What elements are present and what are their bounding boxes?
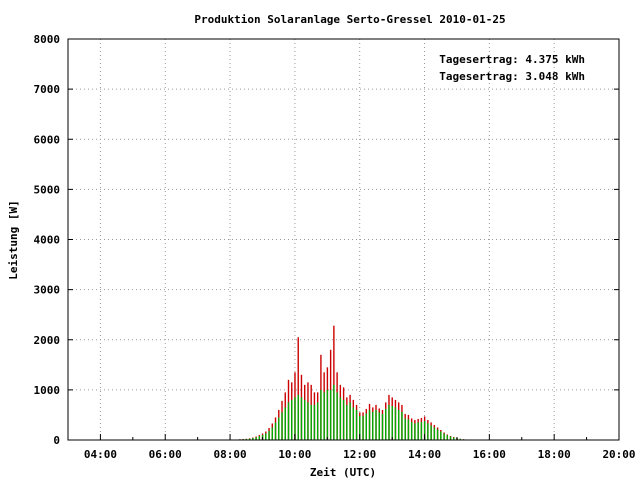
y-tick-label: 2000 bbox=[34, 334, 61, 347]
x-tick-label: 20:00 bbox=[602, 448, 635, 461]
bar-series-2 bbox=[281, 412, 283, 440]
bar-series-2 bbox=[248, 438, 251, 440]
bar-series-2 bbox=[401, 411, 403, 440]
bar-series-2 bbox=[304, 399, 306, 440]
bar-series-2 bbox=[307, 402, 309, 440]
bar-series-2 bbox=[427, 423, 429, 440]
x-tick-label: 16:00 bbox=[473, 448, 506, 461]
bars bbox=[235, 325, 481, 440]
bar-series-2 bbox=[378, 412, 380, 440]
bar-series-2 bbox=[278, 417, 280, 440]
y-tick-label: 5000 bbox=[34, 183, 61, 196]
bar-series-2 bbox=[385, 408, 387, 440]
bar-series-2 bbox=[453, 437, 455, 440]
bar-series-2 bbox=[323, 392, 325, 440]
x-tick-label: 12:00 bbox=[343, 448, 376, 461]
bar-series-2 bbox=[417, 422, 419, 440]
y-tick-label: 1000 bbox=[34, 384, 61, 397]
x-axis: 04:00 06:00 08:00 10:00 12:00 14:00 16:00 18:00… bbox=[67, 434, 636, 461]
y-tick-label: 6000 bbox=[34, 133, 61, 146]
x-tick-label: 08:00 bbox=[213, 448, 246, 461]
bar-series-2 bbox=[258, 435, 261, 440]
bar-series-2 bbox=[310, 404, 312, 440]
bar-series-2 bbox=[391, 405, 393, 440]
bar-series-2 bbox=[368, 409, 371, 440]
bar-series-2 bbox=[274, 422, 277, 440]
bar-series-1 bbox=[297, 337, 299, 440]
x-tick-label: 18:00 bbox=[538, 448, 571, 461]
y-axis: 0 1000 2000 3000 4000 5000 6000 7000 8000 bbox=[34, 33, 619, 447]
bar-series-2 bbox=[440, 431, 442, 440]
bar-series-2 bbox=[333, 384, 335, 440]
bar-series-2 bbox=[255, 437, 257, 440]
bar-series-2 bbox=[407, 419, 410, 440]
bar-series-2 bbox=[420, 421, 423, 440]
bar-series-2 bbox=[398, 409, 400, 440]
bar-series-1 bbox=[333, 325, 335, 440]
bar-series-2 bbox=[291, 399, 293, 440]
x-axis-label: Zeit (UTC) bbox=[310, 466, 376, 479]
bar-series-2 bbox=[320, 389, 322, 440]
chart-title: Produktion Solaranlage Serto-Gressel 201… bbox=[194, 13, 505, 26]
legend-series-2: Tagesertrag: 3.048 kWh bbox=[439, 70, 585, 83]
bar-series-2 bbox=[414, 423, 416, 440]
grid bbox=[68, 39, 619, 440]
y-tick-label: 7000 bbox=[34, 83, 61, 96]
bar-series-2 bbox=[362, 415, 364, 440]
bar-series-2 bbox=[459, 438, 461, 440]
bar-series-2 bbox=[271, 427, 273, 440]
bar-series-2 bbox=[394, 407, 397, 440]
x-tick-label: 04:00 bbox=[84, 448, 117, 461]
bar-series-2 bbox=[287, 402, 290, 440]
bar-series-2 bbox=[326, 389, 329, 440]
bar-series-2 bbox=[297, 394, 299, 440]
bar-series-2 bbox=[443, 433, 445, 440]
y-tick-label: 8000 bbox=[34, 33, 61, 46]
x-tick-label: 14:00 bbox=[408, 448, 441, 461]
bar-series-2 bbox=[381, 413, 384, 440]
y-tick-label: 0 bbox=[53, 434, 60, 447]
bar-series-2 bbox=[342, 399, 345, 440]
y-axis-label: Leistung [W] bbox=[7, 200, 20, 279]
bar-series-2 bbox=[265, 433, 267, 440]
bar-series-2 bbox=[252, 437, 254, 440]
bar-series-2 bbox=[423, 420, 426, 440]
bar-series-2 bbox=[329, 389, 332, 440]
y-tick-label: 3000 bbox=[34, 284, 61, 297]
bar-series-2 bbox=[349, 402, 351, 440]
bar-series-2 bbox=[410, 421, 413, 440]
bar-series-2 bbox=[268, 430, 270, 440]
x-tick-label: 10:00 bbox=[278, 448, 311, 461]
bar-series-2 bbox=[336, 392, 338, 440]
bar-series-2 bbox=[355, 409, 358, 440]
bar-series-2 bbox=[316, 402, 319, 440]
bar-series-2 bbox=[313, 404, 316, 440]
bar-series-2 bbox=[388, 404, 390, 440]
bar-series-2 bbox=[352, 407, 355, 440]
bar-series-2 bbox=[294, 397, 296, 440]
legend-series-1: Tagesertrag: 4.375 kWh bbox=[439, 53, 585, 66]
bar-series-2 bbox=[430, 425, 432, 440]
bar-series-2 bbox=[365, 413, 367, 440]
bar-series-2 bbox=[375, 409, 377, 440]
bar-series-2 bbox=[245, 438, 248, 440]
bar-series-2 bbox=[300, 397, 303, 440]
bar-series-2 bbox=[433, 427, 436, 440]
y-tick-label: 4000 bbox=[34, 234, 61, 247]
bar-series-2 bbox=[284, 407, 286, 440]
bar-series-2 bbox=[339, 397, 342, 440]
bar-series-2 bbox=[449, 436, 452, 440]
bar-series-2 bbox=[446, 435, 449, 440]
bar-series-2 bbox=[346, 404, 348, 440]
bar-series-2 bbox=[372, 411, 374, 440]
bar-series-2 bbox=[359, 415, 361, 440]
x-tick-label: 06:00 bbox=[149, 448, 182, 461]
bar-series-2 bbox=[436, 429, 439, 440]
bar-series-2 bbox=[404, 418, 406, 440]
